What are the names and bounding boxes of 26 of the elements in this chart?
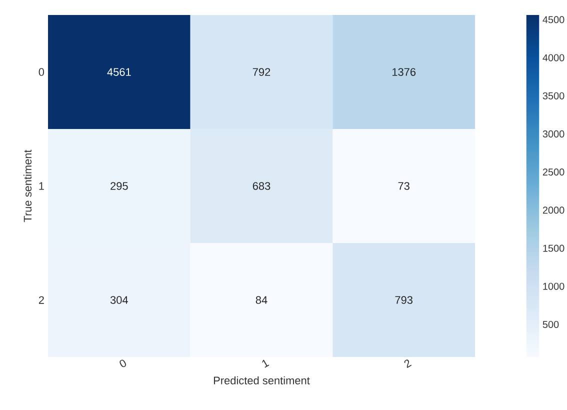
data-label: 304	[110, 296, 128, 304]
color-bar-label: 3500	[542, 92, 564, 100]
data-label: 793	[395, 296, 412, 304]
x-tick-label: 0	[120, 360, 126, 368]
color-bar-label: 2500	[542, 168, 564, 176]
data-label: 295	[110, 182, 128, 190]
data-label: 73	[398, 182, 410, 190]
x-axis-title: Predicted sentiment	[214, 376, 310, 384]
y-tick-label: 2	[38, 296, 44, 304]
color-bar-label: 1500	[543, 244, 564, 252]
color-bar-label: 4000	[542, 54, 564, 62]
data-label: 792	[252, 68, 270, 76]
color-bar-label: 3000	[542, 130, 564, 138]
data-label: 84	[256, 296, 268, 304]
color-bar-label: 500	[542, 320, 559, 328]
y-tick-label: 0	[38, 68, 44, 76]
x-tick-label: 2	[404, 360, 412, 368]
y-axis-title: True sentiment	[24, 150, 32, 222]
color-bar-label: 1000	[543, 282, 564, 290]
color-bar-label: 2000	[542, 206, 564, 214]
color-bar-label: 4500	[542, 16, 564, 24]
y-tick-label: 1	[39, 182, 44, 190]
x-tick-label: 1	[262, 360, 270, 368]
data-label: 4561	[107, 68, 131, 76]
data-label: 683	[252, 182, 270, 190]
data-label: 1376	[392, 68, 416, 76]
